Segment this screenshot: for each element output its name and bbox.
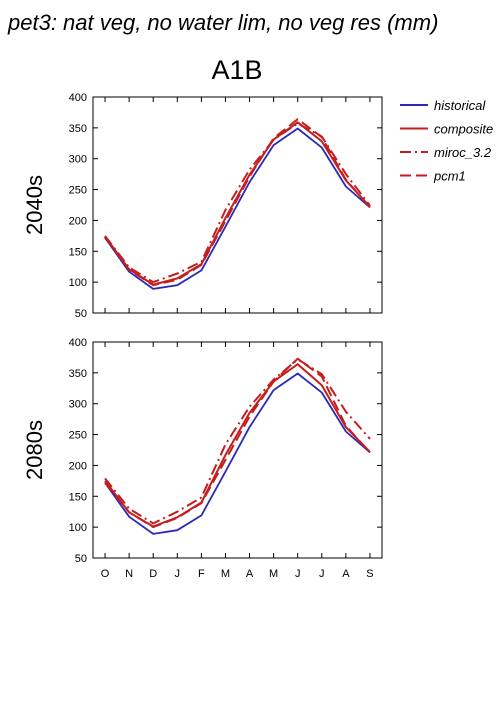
y-tick-label: 300 <box>69 399 87 411</box>
y-tick-label: 400 <box>69 92 87 104</box>
x-tick-label: A <box>246 568 254 580</box>
x-tick-label: D <box>149 568 157 580</box>
x-tick-label: M <box>269 568 278 580</box>
x-tick-label: J <box>295 568 301 580</box>
x-tick-label: J <box>175 568 181 580</box>
legend-label: historical <box>434 98 486 113</box>
series-line-pcm1 <box>104 357 371 529</box>
y-tick-label: 50 <box>75 308 87 320</box>
row-label: 2040s <box>22 175 47 235</box>
page-title: pet3: nat veg, no water lim, no veg res … <box>8 10 439 35</box>
y-tick-label: 350 <box>69 123 87 135</box>
plot-frame <box>92 96 383 314</box>
series-line-historical <box>104 372 371 535</box>
y-tick-label: 50 <box>75 553 87 565</box>
x-tick-label: J <box>319 568 325 580</box>
column-header: A1B <box>211 55 263 85</box>
legend-label: pcm1 <box>433 169 466 184</box>
x-tick-label: A <box>342 568 350 580</box>
row-label: 2080s <box>22 420 47 480</box>
y-tick-label: 150 <box>69 246 87 258</box>
chart-panel-2040s: 50 100 150 200 250 300 350 400 2040s <box>22 92 383 320</box>
chart-panel-2080s: 50 100 150 200 250 300 350 400 O N D J F M A M J J A S 2080s <box>22 337 383 580</box>
x-tick-label: M <box>221 568 230 580</box>
y-tick-label: 250 <box>69 430 87 442</box>
y-tick-label: 400 <box>69 337 87 349</box>
y-tick-label: 200 <box>69 460 87 472</box>
y-tick-label: 350 <box>69 368 87 380</box>
series-line-pcm1 <box>104 118 371 287</box>
series-line-composite <box>104 363 371 528</box>
plot-frame <box>92 341 383 559</box>
y-tick-label: 150 <box>69 491 87 503</box>
series-line-miroc-3-2 <box>104 358 371 525</box>
legend-label: composite <box>434 122 493 137</box>
y-tick-label: 250 <box>69 185 87 197</box>
y-tick-label: 100 <box>69 277 87 289</box>
x-tick-label: O <box>101 568 110 580</box>
series-line-miroc-3-2 <box>104 122 371 284</box>
legend-label: miroc_3.2 <box>434 145 492 160</box>
x-tick-label: N <box>125 568 133 580</box>
legend: historical composite miroc_3.2 pcm1 <box>400 98 493 184</box>
y-tick-label: 200 <box>69 215 87 227</box>
y-tick-label: 300 <box>69 154 87 166</box>
series-line-historical <box>104 127 371 290</box>
x-tick-label: S <box>366 568 373 580</box>
x-tick-label: F <box>198 568 205 580</box>
y-tick-label: 100 <box>69 522 87 534</box>
